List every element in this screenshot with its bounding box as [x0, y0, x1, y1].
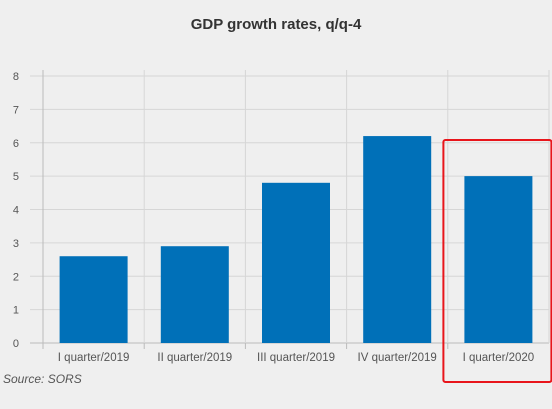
- y-tick-label-0: 0: [13, 338, 19, 350]
- y-tick-label-1: 1: [13, 305, 19, 317]
- y-tick-label-3: 3: [13, 238, 19, 250]
- y-tick-label-7: 7: [13, 104, 19, 116]
- x-tick-label-2: II quarter/2019: [157, 352, 232, 364]
- bar-2: [160, 246, 229, 343]
- source-note: Source: SORS: [3, 372, 82, 386]
- bar-1: [59, 256, 128, 343]
- bar-3: [262, 182, 330, 343]
- chart-title: GDP growth rates, q/q-4: [190, 16, 362, 33]
- highlight-box: [442, 139, 552, 383]
- bar-5: [464, 176, 533, 343]
- y-tick-label-2: 2: [13, 271, 19, 283]
- x-tick-label-3: III quarter/2019: [257, 352, 335, 364]
- y-tick-label-8: 8: [13, 71, 19, 83]
- y-tick-label-5: 5: [13, 171, 19, 183]
- y-tick-label-6: 6: [13, 138, 19, 150]
- y-tick-label-4: 4: [13, 205, 19, 217]
- x-tick-label-1: I quarter/2019: [58, 352, 130, 364]
- bar-4: [363, 136, 432, 343]
- x-tick-label-4: IV quarter/2019: [358, 352, 437, 364]
- x-tick-label-5: I quarter/2020: [463, 352, 535, 364]
